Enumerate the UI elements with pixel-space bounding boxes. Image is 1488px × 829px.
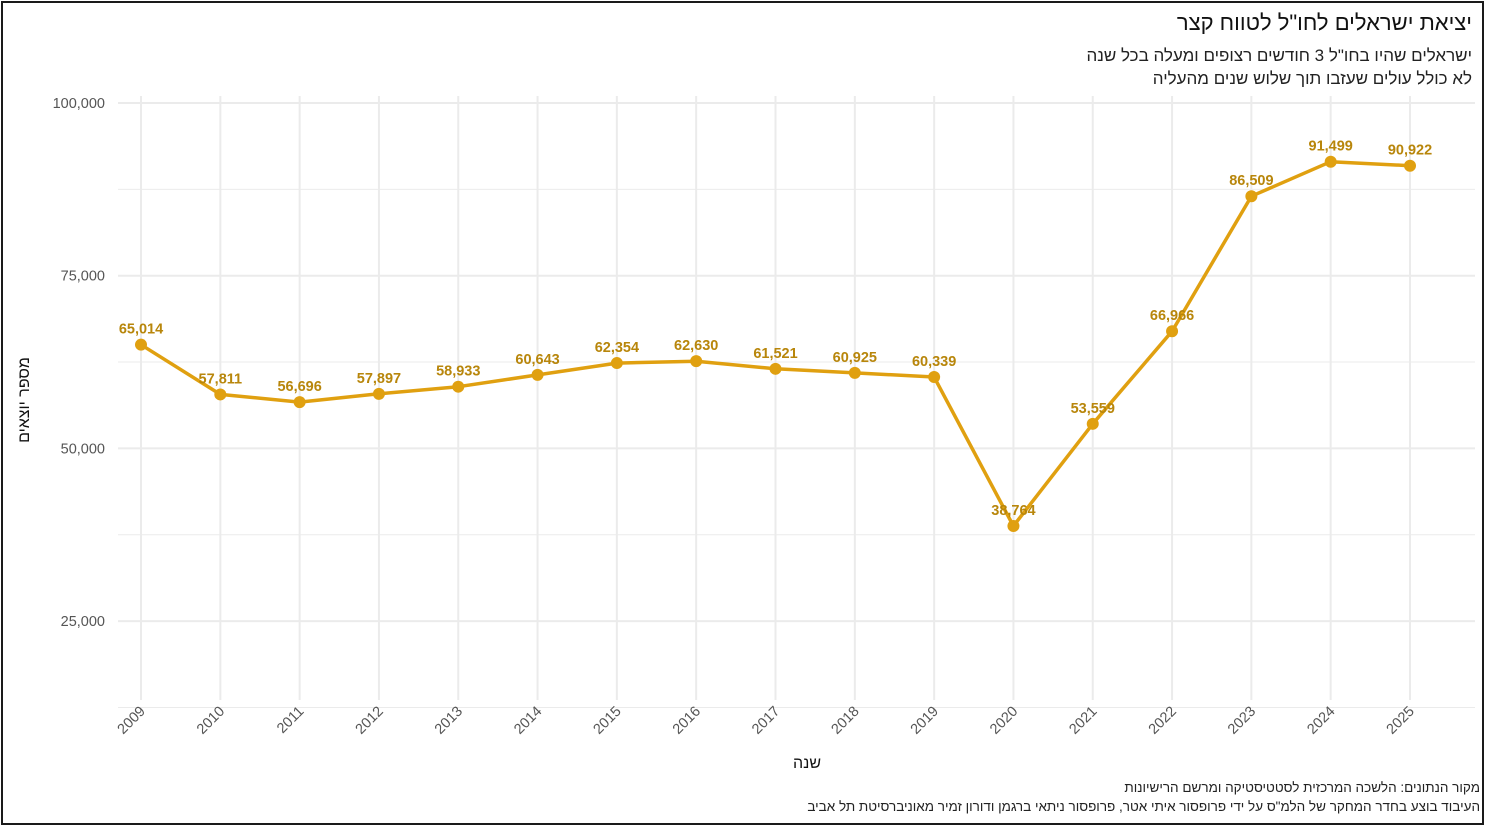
data-point: [1324, 155, 1337, 168]
data-point: [1086, 417, 1099, 430]
data-point: [214, 388, 227, 401]
y-axis-ticks: 25,000 50,000 75,000 100,000: [53, 96, 105, 630]
x-tick-label: 2024: [1304, 704, 1338, 738]
data-label: 65,014: [119, 322, 163, 338]
x-tick-label: 2012: [353, 704, 387, 738]
data-label: 60,643: [515, 352, 559, 368]
data-label: 66,966: [1150, 308, 1194, 324]
caption-line-1: מקור הנתונים: הלשכה המרכזית לסטטיסטיקה ו…: [1124, 780, 1480, 795]
y-tick-label: 100,000: [53, 96, 105, 112]
data-point: [293, 396, 306, 409]
data-label: 38,764: [991, 503, 1035, 519]
data-point: [1404, 159, 1416, 172]
data-point: [1245, 190, 1258, 203]
data-point: [372, 387, 385, 400]
x-tick-label: 2022: [1146, 704, 1180, 738]
data-point: [452, 380, 465, 393]
data-points: [135, 155, 1416, 533]
data-label: 60,925: [833, 350, 877, 366]
data-point: [690, 355, 703, 368]
x-tick-label: 2023: [1225, 704, 1259, 738]
data-point: [769, 362, 782, 375]
data-label: 90,922: [1388, 143, 1432, 159]
data-point: [848, 366, 861, 379]
data-label: 62,630: [674, 338, 718, 354]
data-point: [928, 370, 941, 383]
x-tick-label: 2019: [908, 704, 942, 738]
x-tick-label: 2009: [115, 704, 149, 738]
data-label: 60,339: [912, 354, 956, 370]
caption-line-2: העיבוד בוצע בחדר המחקר של הלמ"ס על ידי פ…: [807, 799, 1480, 814]
x-tick-label: 2018: [829, 704, 863, 738]
data-label: 91,499: [1309, 139, 1353, 155]
x-tick-label: 2013: [432, 704, 466, 738]
data-label: 61,521: [753, 346, 797, 362]
x-tick-label: 2014: [511, 704, 545, 738]
x-tick-label: 2016: [670, 704, 704, 738]
x-tick-label: 2020: [987, 704, 1021, 738]
data-point: [1007, 520, 1020, 533]
source-caption: מקור הנתונים: הלשכה המרכזית לסטטיסטיקה ו…: [807, 778, 1480, 816]
chart-title: יציאת ישראלים לחו"ל לטווח קצר: [1176, 10, 1472, 35]
y-tick-label: 25,000: [61, 614, 105, 630]
x-axis-ticks: 2009 2010 2011 2012 2013 2014 2015 2016 2017 2018…: [115, 704, 1418, 738]
x-tick-label: 2011: [274, 704, 307, 737]
data-label: 53,559: [1071, 401, 1115, 417]
x-tick-label: 2017: [749, 704, 783, 738]
data-label: 57,811: [199, 371, 243, 387]
data-labels: 65,014 57,811 56,696 57,897 58,933 60,643 62,3…: [119, 139, 1432, 519]
x-axis-title: שנה: [793, 755, 821, 772]
data-point: [610, 357, 623, 370]
data-label: 62,354: [595, 340, 639, 356]
y-tick-label: 50,000: [61, 441, 105, 457]
data-point: [531, 368, 544, 381]
x-tick-label: 2015: [591, 704, 625, 738]
data-point: [135, 338, 147, 351]
x-tick-label: 2025: [1384, 704, 1418, 738]
data-label: 58,933: [436, 364, 480, 380]
subtitle-line-2: לא כולל עולים שעזבו תוך שלוש שנים מהעליה: [1152, 69, 1472, 88]
data-label: 57,897: [357, 371, 401, 387]
x-tick-label: 2021: [1066, 704, 1100, 738]
data-label: 56,696: [277, 379, 321, 395]
data-label: 86,509: [1229, 173, 1273, 189]
grid: [118, 96, 1475, 708]
y-tick-label: 75,000: [61, 269, 105, 285]
chart-subtitle: ישראלים שהיו בחו"ל 3 חודשים רצופים ומעלה…: [1086, 44, 1472, 90]
data-point: [1166, 325, 1179, 338]
subtitle-line-1: ישראלים שהיו בחו"ל 3 חודשים רצופים ומעלה…: [1086, 46, 1472, 65]
y-axis-title: מספר יוצאים: [16, 357, 33, 443]
x-tick-label: 2010: [194, 704, 228, 738]
